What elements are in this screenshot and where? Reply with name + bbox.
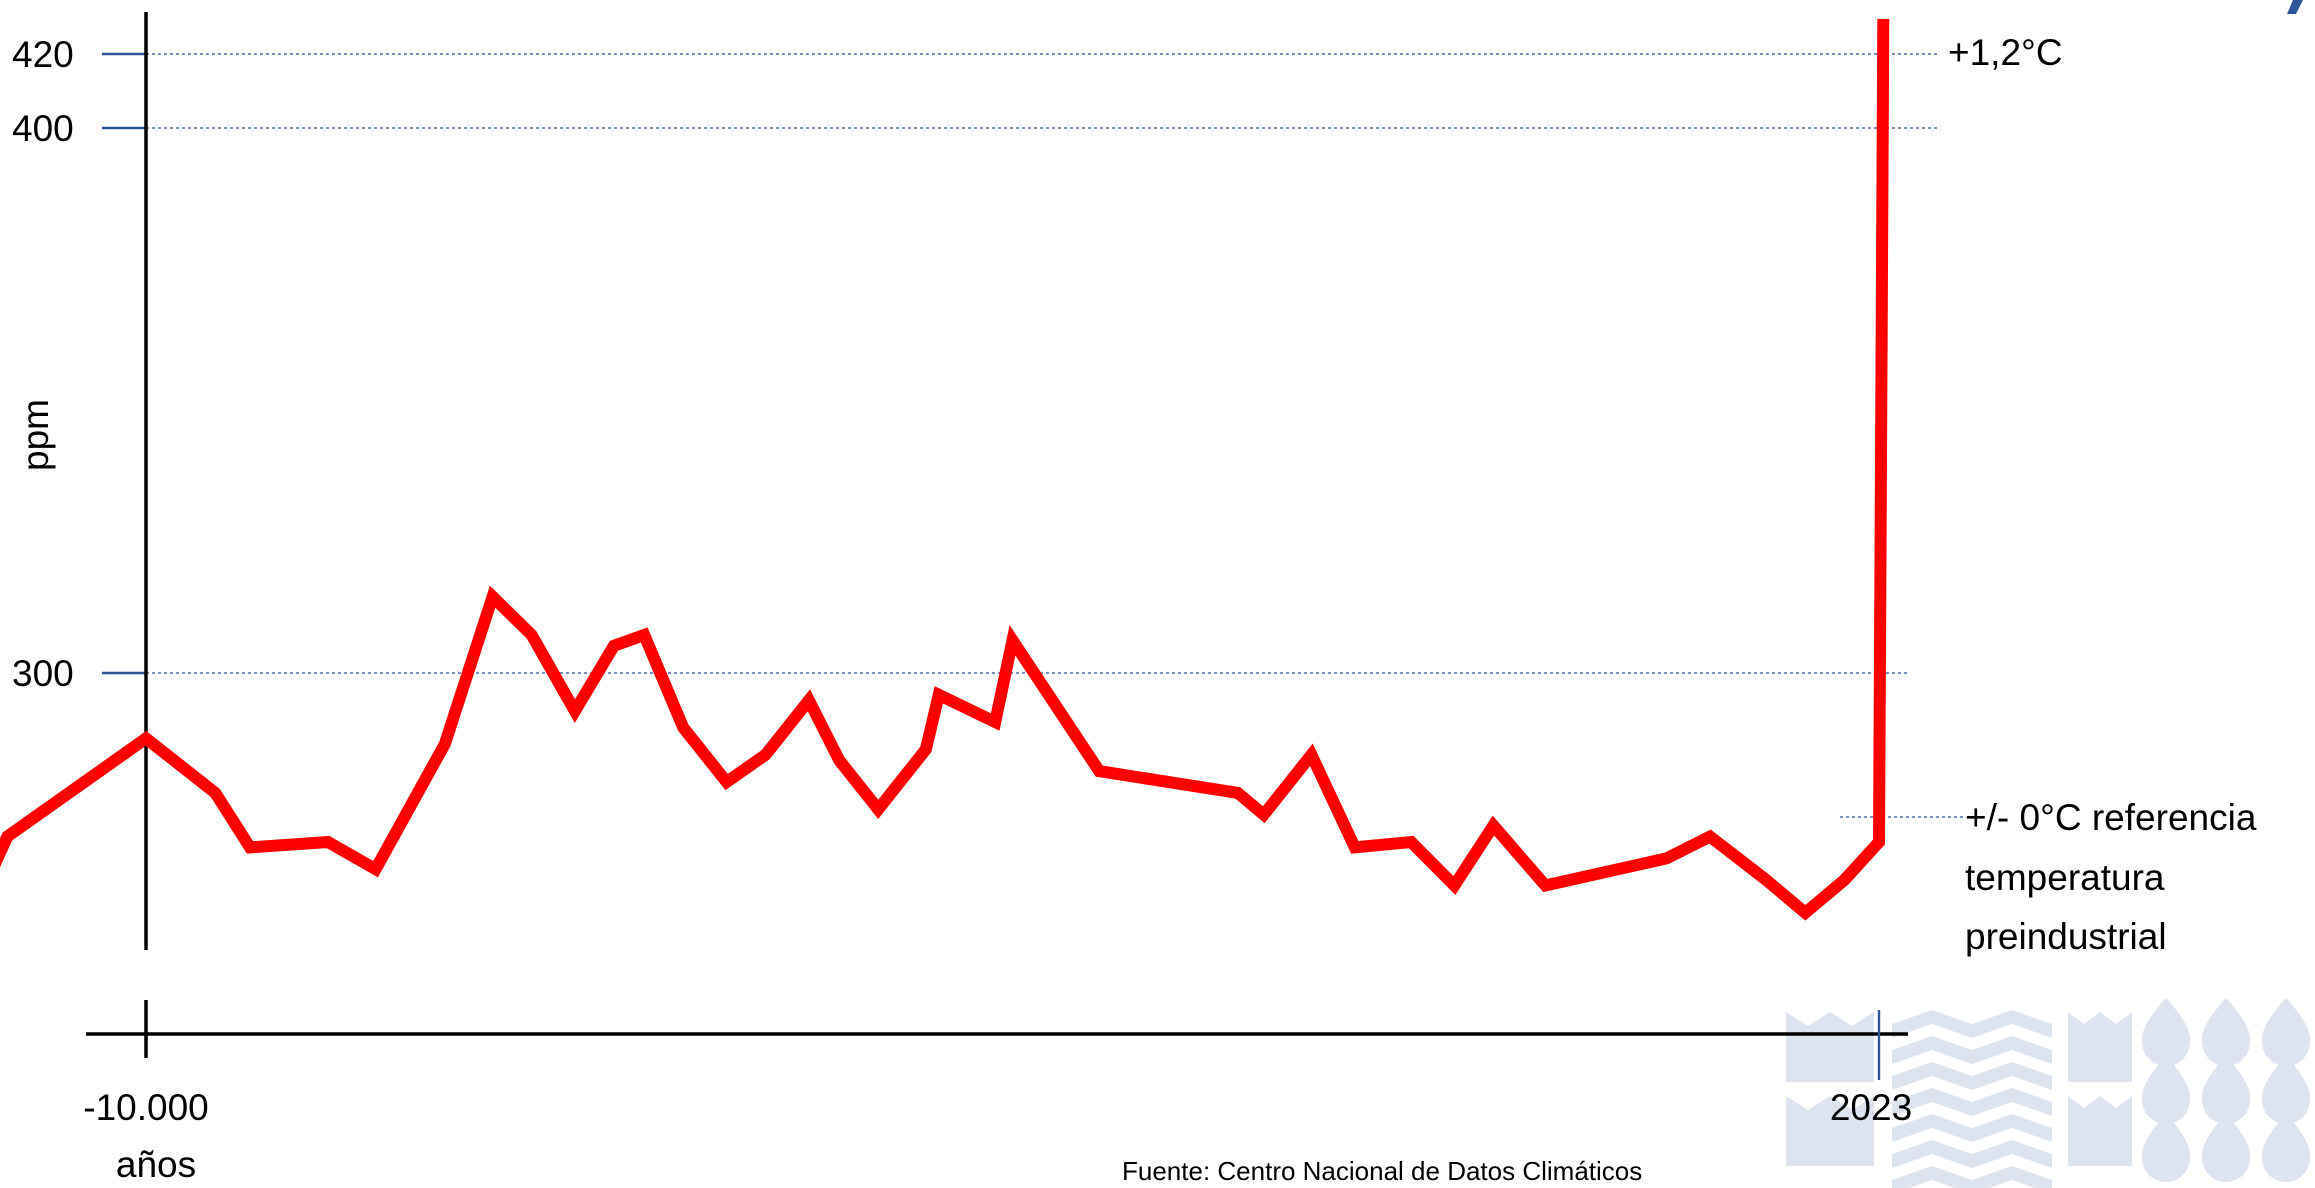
watermark-crown-0: [2068, 1012, 2132, 1082]
watermark-block-left-1: [1786, 1096, 1874, 1166]
source-text: Fuente: Centro Nacional de Datos Climáti…: [1122, 1156, 1642, 1186]
annotation-reference-line-2: temperatura: [1965, 857, 2165, 898]
watermark-wave-1: [1892, 1036, 2052, 1064]
annotation-reference-line-1: +/- 0°C referencia: [1965, 797, 2257, 838]
corner-accent-mark: [2287, 0, 2303, 14]
watermark-crown-1: [2068, 1096, 2132, 1166]
y-axis-label: ppm: [15, 399, 56, 471]
series-line: [0, 18, 1890, 921]
watermark-wave-4: [1892, 1114, 2052, 1142]
watermark-wave-0: [1892, 1010, 2052, 1038]
annotation-top-right: +1,2°C: [1948, 32, 2063, 73]
watermark-drop-2-0: [2141, 1114, 2191, 1182]
watermark-logo: [1786, 998, 2311, 1188]
watermark-drop-1-0: [2141, 1056, 2191, 1124]
watermark-wave-5: [1892, 1140, 2052, 1168]
x-tick-label-2023: 2023: [1830, 1087, 1912, 1128]
watermark-drop-0-2: [2261, 998, 2311, 1066]
watermark-block-left-0: [1786, 1012, 1874, 1082]
watermark-drop-0-1: [2201, 998, 2251, 1066]
watermark-drop-0-0: [2141, 998, 2191, 1066]
x-tick-label-start: -10.000: [83, 1087, 209, 1128]
y-tick-label-420: 420: [12, 34, 74, 75]
watermark-drop-2-1: [2201, 1114, 2251, 1182]
watermark-drop-1-2: [2261, 1056, 2311, 1124]
watermark-drop-2-2: [2261, 1114, 2311, 1182]
watermark-drop-1-1: [2201, 1056, 2251, 1124]
annotation-reference-line-3: preindustrial: [1965, 916, 2167, 957]
watermark-wave-2: [1892, 1062, 2052, 1090]
y-tick-label-300: 300: [12, 653, 74, 694]
y-tick-label-400: 400: [12, 108, 74, 149]
series-points: [0, 19, 1883, 913]
watermark-wave-6: [1892, 1166, 2052, 1188]
x-tick-label-years: años: [116, 1144, 196, 1185]
watermark-wave-3: [1892, 1088, 2052, 1116]
